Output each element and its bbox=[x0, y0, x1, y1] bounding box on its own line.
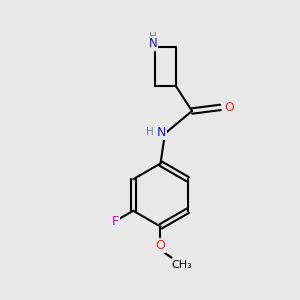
Text: F: F bbox=[112, 214, 119, 228]
Text: O: O bbox=[156, 239, 165, 252]
Text: N: N bbox=[157, 126, 166, 139]
Text: N: N bbox=[148, 37, 158, 50]
Text: CH₃: CH₃ bbox=[171, 260, 192, 270]
Text: H: H bbox=[146, 127, 153, 137]
Text: H: H bbox=[149, 32, 157, 42]
Text: O: O bbox=[224, 101, 234, 114]
